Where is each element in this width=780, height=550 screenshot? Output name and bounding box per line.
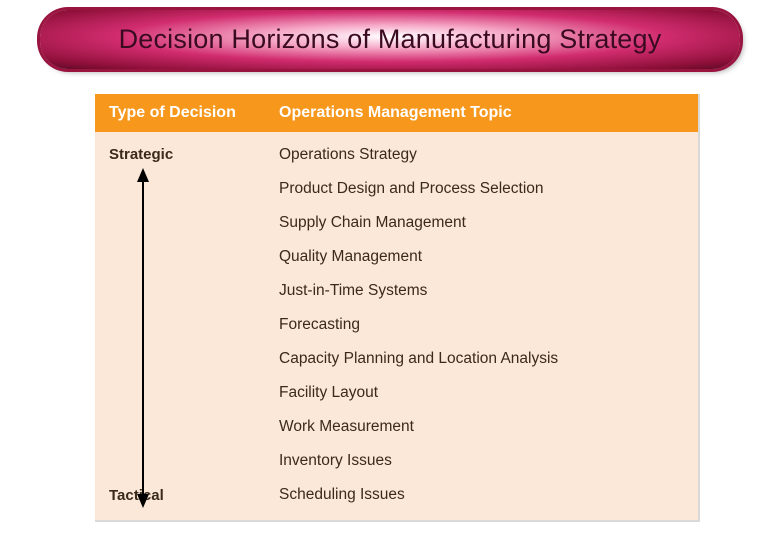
table-header: Type of Decision Operations Management T… <box>95 94 698 132</box>
list-item: Operations Strategy <box>279 146 684 164</box>
list-item: Forecasting <box>279 316 684 334</box>
list-item: Inventory Issues <box>279 452 684 470</box>
col-header-topic: Operations Management Topic <box>279 104 684 122</box>
topics-list: Operations Strategy Product Design and P… <box>279 146 684 504</box>
page-title: Decision Horizons of Manufacturing Strat… <box>119 24 662 54</box>
double-arrow-icon <box>133 168 153 508</box>
title-banner: Decision Horizons of Manufacturing Strat… <box>40 10 740 69</box>
list-item: Supply Chain Management <box>279 214 684 232</box>
list-item: Capacity Planning and Location Analysis <box>279 350 684 368</box>
list-item: Just-in-Time Systems <box>279 282 684 300</box>
decision-table: Type of Decision Operations Management T… <box>95 94 700 522</box>
list-item: Scheduling Issues <box>279 486 684 504</box>
list-item: Facility Layout <box>279 384 684 402</box>
list-item: Quality Management <box>279 248 684 266</box>
list-item: Product Design and Process Selection <box>279 180 684 198</box>
list-item: Work Measurement <box>279 418 684 436</box>
col-header-type: Type of Decision <box>109 104 279 122</box>
table-body: Strategic Tactical Operations Strategy P… <box>95 132 698 520</box>
decision-axis: Strategic Tactical <box>109 146 279 504</box>
axis-top-label: Strategic <box>109 146 279 163</box>
